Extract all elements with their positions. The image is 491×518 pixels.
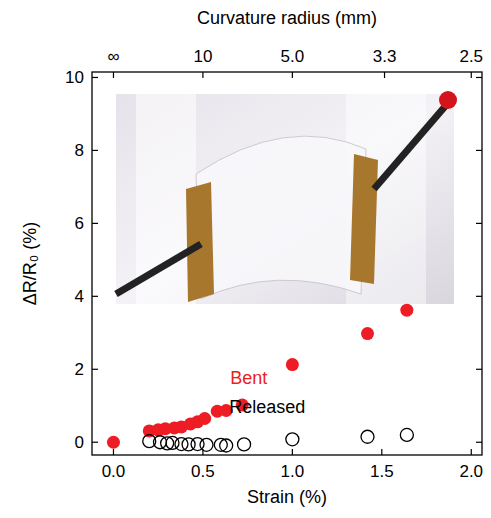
y-tick-label: 6 bbox=[75, 214, 84, 233]
x-tick-label: 1.5 bbox=[370, 462, 394, 481]
x2-tick-label: ∞ bbox=[107, 47, 119, 66]
probe-tip bbox=[439, 91, 457, 109]
x2-tick bbox=[471, 72, 472, 78]
y-tick bbox=[476, 296, 482, 297]
y-tick bbox=[476, 442, 482, 443]
y-tick bbox=[92, 442, 98, 443]
inset-photo bbox=[116, 91, 457, 304]
point bbox=[361, 430, 374, 443]
point bbox=[200, 438, 213, 451]
y-tick bbox=[476, 77, 482, 78]
point bbox=[166, 436, 179, 449]
y-tick-label: 10 bbox=[65, 68, 84, 87]
point bbox=[361, 327, 374, 340]
photo-background bbox=[116, 94, 454, 304]
x2-axis-title: Curvature radius (mm) bbox=[197, 8, 377, 28]
y-tick bbox=[476, 223, 482, 224]
y-tick bbox=[92, 223, 98, 224]
x-tick-label: 0.0 bbox=[102, 462, 126, 481]
x-tick bbox=[113, 449, 114, 455]
point bbox=[286, 433, 299, 446]
y-tick-label: 8 bbox=[75, 141, 84, 160]
series-label: Bent bbox=[230, 368, 267, 388]
x2-tick bbox=[384, 72, 385, 78]
x2-tick bbox=[202, 72, 203, 78]
glass-tube bbox=[346, 94, 426, 304]
x-tick-label: 1.0 bbox=[281, 462, 305, 481]
x2-tick bbox=[292, 72, 293, 78]
electrode bbox=[350, 154, 378, 284]
series-label: Released bbox=[229, 397, 305, 417]
x-tick bbox=[381, 449, 382, 455]
x-axis-title: Strain (%) bbox=[247, 487, 327, 507]
x2-tick-label: 2.5 bbox=[459, 47, 483, 66]
y-tick bbox=[92, 77, 98, 78]
y-tick bbox=[92, 369, 98, 370]
film bbox=[196, 136, 366, 299]
point bbox=[175, 438, 188, 451]
x-tick-label: 2.0 bbox=[459, 462, 483, 481]
point bbox=[286, 358, 299, 371]
y-tick bbox=[476, 369, 482, 370]
probe bbox=[116, 244, 201, 294]
point bbox=[400, 428, 413, 441]
y-tick bbox=[92, 150, 98, 151]
y-axis-title: ΔR/R₀ (%) bbox=[20, 222, 40, 306]
point bbox=[107, 436, 120, 449]
electrode bbox=[186, 182, 214, 302]
x-tick bbox=[292, 449, 293, 455]
points bbox=[107, 304, 413, 452]
probe bbox=[374, 96, 454, 189]
x2-tick-label: 3.3 bbox=[373, 47, 397, 66]
y-tick bbox=[92, 296, 98, 297]
y-tick-label: 2 bbox=[75, 360, 84, 379]
point bbox=[198, 412, 211, 425]
point bbox=[238, 438, 251, 451]
x2-tick bbox=[113, 72, 114, 78]
point bbox=[220, 439, 233, 452]
plot-frame bbox=[92, 72, 482, 455]
y-tick-label: 0 bbox=[75, 433, 84, 452]
chart: 0.0 0.5 1.0 1.5 2.0 ∞ 10 5.0 3.3 2.5 0 2 4 6 8 10 Strain… bbox=[0, 0, 491, 518]
x2-tick-label: 10 bbox=[193, 47, 212, 66]
y-tick-label: 4 bbox=[75, 287, 84, 306]
x-tick bbox=[471, 449, 472, 455]
y-tick bbox=[476, 150, 482, 151]
x-tick-label: 0.5 bbox=[191, 462, 215, 481]
point bbox=[400, 304, 413, 317]
x2-tick-label: 5.0 bbox=[281, 47, 305, 66]
